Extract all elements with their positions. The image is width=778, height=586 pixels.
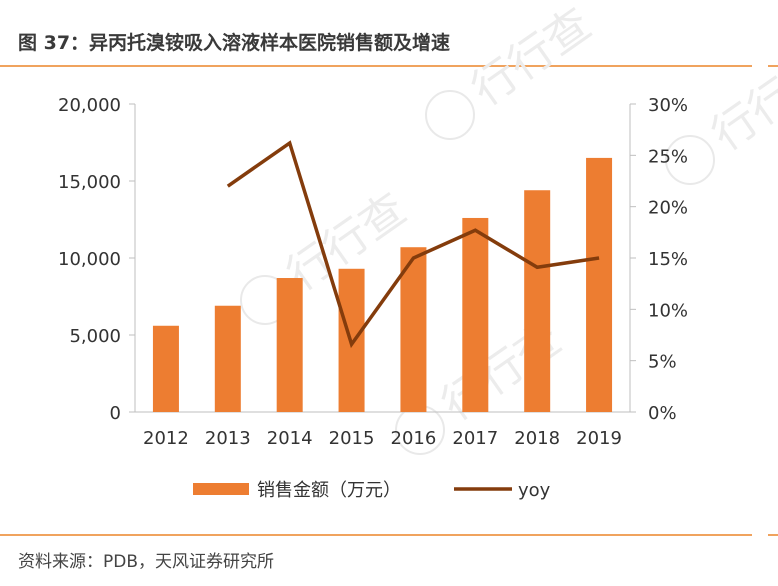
watermark-logo-icon (665, 135, 715, 185)
bar-series (152, 157, 613, 412)
x-tick-label: 2015 (329, 428, 375, 449)
right-tick-label: 30% (648, 95, 688, 116)
bar (152, 325, 179, 412)
bar (462, 217, 489, 412)
x-tick-label: 2017 (452, 428, 498, 449)
title-rule (0, 65, 752, 67)
yoy-line-series (226, 140, 600, 349)
x-tick-label: 2018 (514, 428, 560, 449)
left-tick-label: 20,000 (58, 95, 121, 116)
right-tick-label: 15% (648, 249, 688, 270)
chart-legend: 销售金额（万元） yoy (193, 480, 551, 501)
footer-rule (0, 534, 752, 536)
right-tick-label: 5% (648, 352, 677, 373)
title-rule-stub (768, 65, 778, 67)
source-note: 资料来源：PDB，天风证券研究所 (18, 552, 275, 572)
left-tick-label: 0 (110, 403, 121, 424)
left-tick-label: 15,000 (58, 172, 121, 193)
chart-title: 图 37：异丙托溴铵吸入溶液样本医院销售额及增速 (18, 32, 451, 54)
right-tick-label: 25% (648, 146, 688, 167)
watermark-text: 行行查 (703, 43, 778, 160)
x-tick-label: 2016 (391, 428, 437, 449)
right-tick-label: 10% (648, 300, 688, 321)
bar (214, 305, 241, 412)
bar (276, 278, 303, 412)
footer-rule-stub (768, 534, 778, 536)
left-tick-label: 5,000 (69, 326, 121, 347)
x-tick-label: 2014 (267, 428, 313, 449)
legend-bar-swatch (193, 483, 249, 495)
x-tick-label: 2019 (576, 428, 622, 449)
bar (524, 190, 551, 412)
chart-axes: 0 5,000 10,000 15,000 20,000 0% 5% 10% 15% 20% 25%… (58, 95, 688, 449)
bar (400, 247, 427, 412)
right-tick-label: 0% (648, 403, 677, 424)
legend-line-label: yoy (518, 480, 551, 501)
watermark-text: 行行查 (463, 0, 600, 116)
bar (586, 157, 613, 412)
watermark-logo-icon (425, 90, 475, 140)
right-tick-label: 20% (648, 198, 688, 219)
x-tick-label: 2012 (143, 428, 189, 449)
left-tick-label: 10,000 (58, 249, 121, 270)
legend-bar-label: 销售金额（万元） (257, 480, 401, 501)
x-tick-label: 2013 (205, 428, 251, 449)
